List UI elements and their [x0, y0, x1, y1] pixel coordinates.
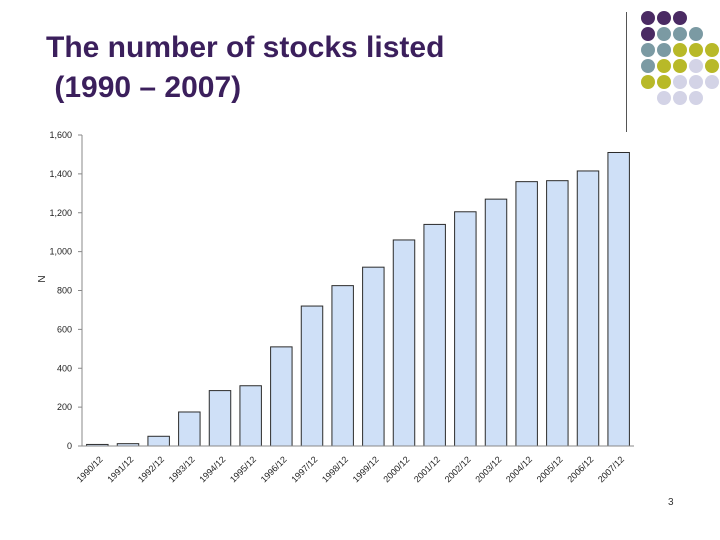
slide-title: The number of stocks listed (1990 – 2007… — [46, 31, 445, 104]
bar — [454, 211, 477, 447]
bar — [178, 411, 201, 447]
bar — [331, 285, 354, 447]
x-tick-label: 2003/12 — [473, 454, 503, 484]
x-tick-label: 1993/12 — [167, 454, 197, 484]
y-tick-label: 600 — [57, 324, 72, 334]
x-tick-label: 1999/12 — [351, 454, 381, 484]
x-tick-label: 2001/12 — [412, 454, 442, 484]
x-tick-label: 1991/12 — [105, 454, 135, 484]
y-tick-label: 400 — [57, 363, 72, 373]
bar — [484, 198, 508, 447]
x-tick-label: 2007/12 — [596, 454, 626, 484]
bar — [300, 305, 324, 447]
title-divider — [626, 12, 627, 132]
bar — [607, 151, 630, 447]
y-tick-label: 200 — [57, 402, 72, 412]
bar — [423, 223, 446, 447]
x-tick-label: 1996/12 — [259, 454, 289, 484]
y-tick-label: 800 — [57, 286, 72, 296]
y-tick-label: 1,400 — [49, 169, 72, 179]
bars — [86, 151, 630, 447]
x-tick-label: 1992/12 — [136, 454, 166, 484]
bar — [147, 435, 170, 447]
x-tick-label: 1990/12 — [75, 454, 105, 484]
page-number: 3 — [668, 497, 674, 508]
x-tick-label: 2006/12 — [565, 454, 595, 484]
x-tick-label: 2005/12 — [535, 454, 565, 484]
bar — [362, 266, 385, 447]
bar — [546, 180, 569, 447]
x-tick-label: 1995/12 — [228, 454, 258, 484]
x-tick-label: 2004/12 — [504, 454, 534, 484]
bar — [576, 170, 600, 447]
y-tick-label: 1,200 — [49, 208, 72, 218]
y-axis-label: N — [37, 275, 48, 282]
y-axis: 0 200 400 600 800 1,000 1,200 1,400 1,600 — [49, 130, 83, 451]
y-tick-label: 0 — [67, 441, 72, 451]
y-tick-label: 1,600 — [49, 130, 72, 140]
x-tick-label: 2002/12 — [443, 454, 473, 484]
bar — [208, 390, 232, 447]
bar — [270, 346, 293, 447]
bar — [392, 239, 416, 447]
x-tick-label: 2000/12 — [381, 454, 411, 484]
x-axis: 1990/12 1991/12 1992/12 1993/12 1994/12 1995/… — [75, 445, 634, 484]
x-tick-label: 1997/12 — [289, 454, 319, 484]
bar — [239, 385, 262, 447]
x-tick-label: 1998/12 — [320, 454, 350, 484]
x-tick-label: 1994/12 — [197, 454, 227, 484]
bar — [515, 181, 538, 447]
y-tick-label: 1,000 — [49, 247, 72, 257]
